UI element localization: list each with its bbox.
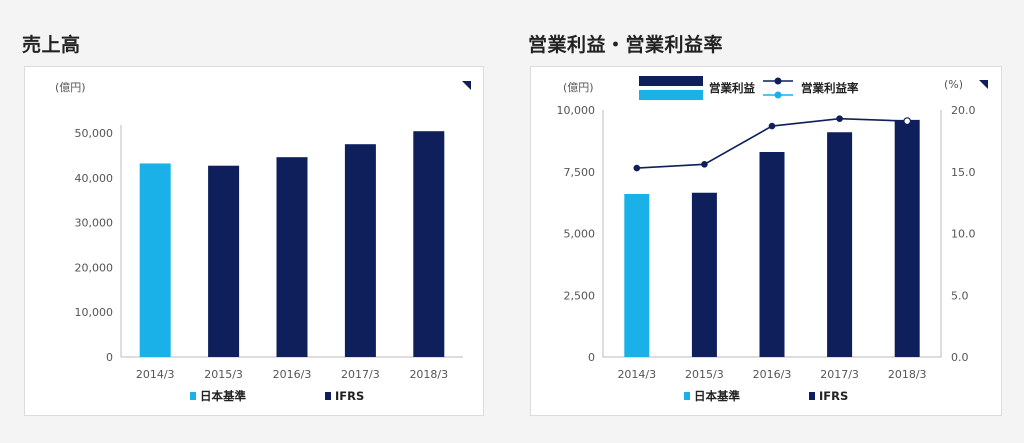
y-left-tick-label: 0	[588, 351, 595, 364]
corner-marker-icon	[979, 80, 988, 89]
y-left-tick-label: 5,000	[564, 228, 596, 241]
y-tick-label: 10,000	[75, 306, 114, 319]
y-right-tick-label: 20.0	[951, 104, 976, 117]
legend-label: 日本基準	[694, 389, 740, 403]
sales-section-title: 売上高	[22, 34, 81, 56]
profit-chart: (億円) (%) 営業利益 営業利益率 0 2,500 5,000 7,500 10,000 0.…	[557, 76, 988, 403]
y-right-tick-label: 15.0	[951, 166, 976, 179]
profit-chart-panel: (億円) (%) 営業利益 営業利益率 0 2,500 5,000 7,500 10,000 0.…	[530, 66, 1002, 416]
y-tick-label: 0	[106, 351, 113, 364]
profit-left-unit-label: (億円)	[563, 81, 594, 94]
y-right-tick-label: 5.0	[951, 289, 969, 302]
x-tick-label: 2015/3	[685, 368, 724, 381]
top-legend-label: 営業利益	[709, 81, 755, 95]
y-tick-label: 20,000	[75, 261, 114, 274]
legend-label: IFRS	[335, 389, 364, 403]
x-tick-label: 2018/3	[409, 368, 448, 381]
profit-right-unit-label: (%)	[944, 78, 963, 91]
y-tick-label: 50,000	[75, 127, 114, 140]
margin-point-2017-3	[836, 115, 843, 122]
sales-chart-panel: (億円) 0 10,000 20,000 30,000 40,000 50,000 2014/…	[24, 66, 484, 416]
y-tick-label: 30,000	[75, 217, 114, 230]
legend-label: IFRS	[819, 389, 848, 403]
y-left-tick-label: 2,500	[564, 289, 596, 302]
sales-chart: (億円) 0 10,000 20,000 30,000 40,000 50,000 2014/…	[55, 81, 471, 403]
y-left-tick-label: 7,500	[564, 166, 596, 179]
bar-2015-3	[691, 192, 717, 357]
top-legend-marker-jgaap	[774, 91, 782, 99]
profit-section-title: 営業利益・営業利益率	[528, 34, 724, 56]
x-tick-label: 2017/3	[820, 368, 859, 381]
x-tick-label: 2017/3	[341, 368, 380, 381]
x-tick-label: 2018/3	[888, 368, 927, 381]
legend-swatch	[190, 392, 196, 400]
top-legend-bar-swatch-jgaap	[639, 90, 703, 100]
bar-2014-3	[624, 193, 650, 357]
legend-label: 日本基準	[200, 389, 246, 403]
legend-swatch	[325, 392, 331, 400]
x-tick-label: 2014/3	[617, 368, 656, 381]
y-right-tick-label: 0.0	[951, 351, 969, 364]
x-tick-label: 2016/3	[753, 368, 792, 381]
bar-2016-3	[276, 157, 308, 357]
legend-swatch	[684, 392, 690, 400]
legend-swatch	[809, 392, 815, 400]
bar-2017-3	[827, 132, 853, 357]
sales-unit-label: (億円)	[55, 81, 86, 94]
top-legend-label: 営業利益率	[801, 81, 859, 95]
x-tick-label: 2016/3	[273, 368, 312, 381]
corner-marker-icon	[462, 81, 471, 90]
bar-2018-3	[894, 119, 920, 357]
bar-2015-3	[208, 165, 240, 357]
bar-2014-3	[139, 163, 171, 357]
margin-point-2016-3	[768, 122, 776, 130]
top-legend-marker-ifrs	[774, 77, 782, 85]
bar-2016-3	[759, 151, 785, 357]
x-tick-label: 2014/3	[136, 368, 175, 381]
bar-2018-3	[413, 131, 445, 357]
y-right-tick-label: 10.0	[951, 228, 976, 241]
margin-point-2018-3	[903, 117, 912, 126]
y-left-tick-label: 10,000	[557, 104, 596, 117]
bar-2017-3	[344, 144, 376, 357]
top-legend-bar-swatch-ifrs	[639, 76, 703, 86]
margin-point-2014-3	[633, 164, 641, 172]
x-tick-label: 2015/3	[204, 368, 243, 381]
margin-point-2015-3	[701, 161, 708, 168]
y-tick-label: 40,000	[75, 172, 114, 185]
